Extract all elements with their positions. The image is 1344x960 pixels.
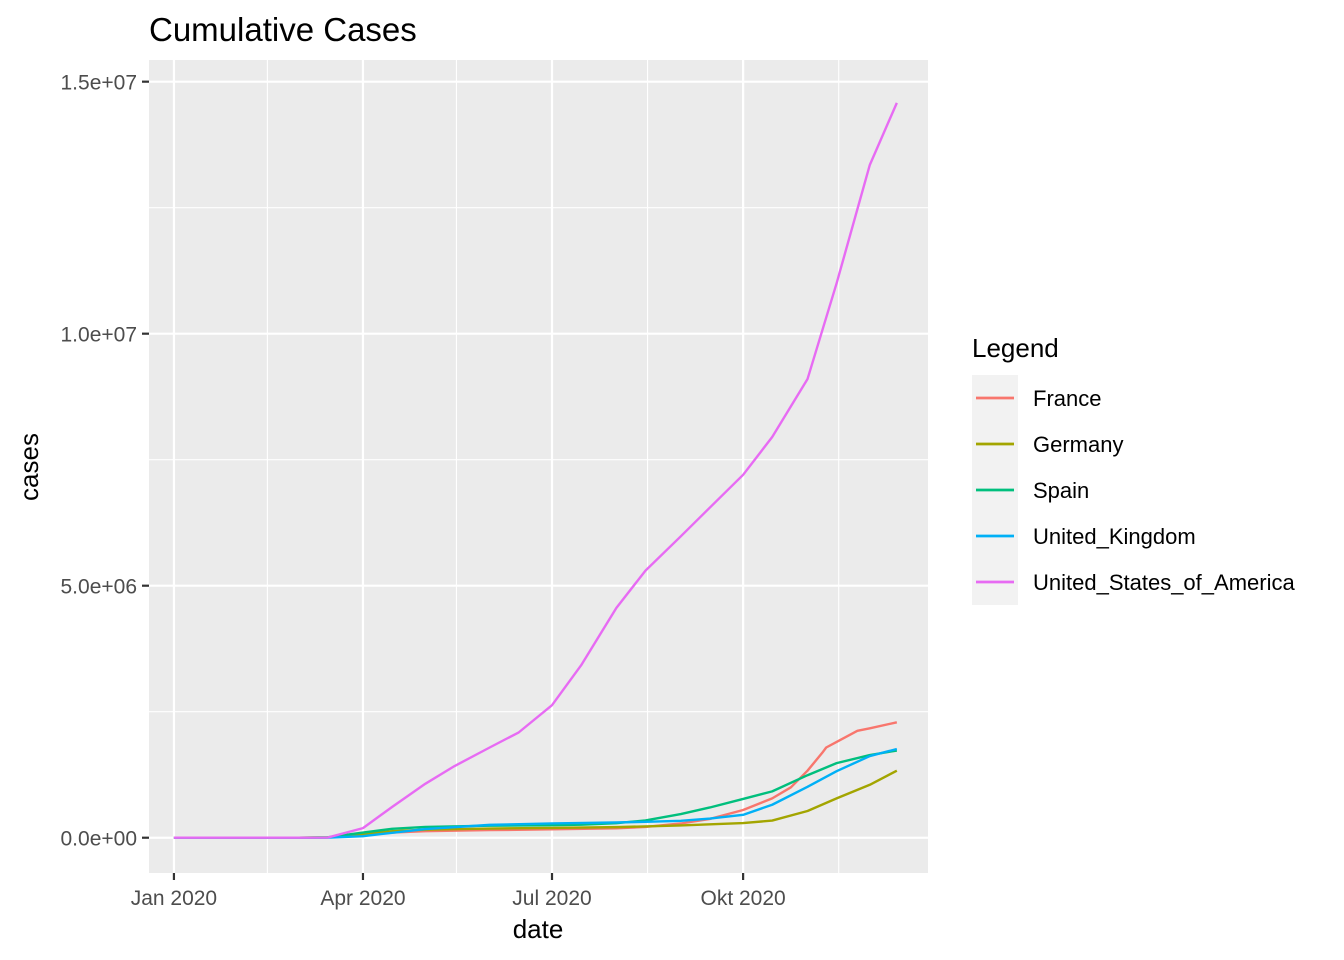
x-axis: Jan 2020 Apr 2020 Jul 2020 Okt 2020: [131, 873, 786, 910]
legend-title: Legend: [972, 333, 1059, 363]
x-tick-label: Jan 2020: [131, 887, 217, 910]
y-tick-label: 0.0e+00: [61, 828, 138, 851]
series-line-united-states-of-america: [173, 102, 898, 839]
x-axis-label: date: [513, 914, 564, 944]
legend-items: France Germany Spain United_Kingdom United_S…: [972, 375, 1295, 605]
series-lines: [173, 102, 898, 839]
y-axis: 0.0e+00 5.0e+06 1.0e+07 1.5e+07: [61, 72, 149, 851]
legend-label: Germany: [1033, 432, 1123, 457]
minor-gridlines: [149, 60, 928, 873]
series-line-united-kingdom: [173, 747, 898, 839]
x-tick-label: Jul 2020: [512, 887, 591, 910]
legend-label: United_States_of_America: [1033, 570, 1295, 595]
legend-label: France: [1033, 386, 1101, 411]
y-tick-label: 1.5e+07: [61, 72, 138, 95]
x-tick-label: Apr 2020: [320, 887, 405, 910]
legend-label: Spain: [1033, 478, 1089, 503]
y-axis-label: cases: [14, 433, 44, 501]
chart-title: Cumulative Cases: [149, 11, 417, 48]
x-tick-label: Okt 2020: [701, 887, 786, 910]
y-tick-label: 5.0e+06: [61, 576, 138, 599]
y-tick-label: 1.0e+07: [61, 324, 138, 347]
legend: Legend France Germany Spain United_Kingdom U…: [972, 333, 1295, 605]
plot-panel: [149, 60, 928, 873]
legend-label: United_Kingdom: [1033, 524, 1196, 549]
